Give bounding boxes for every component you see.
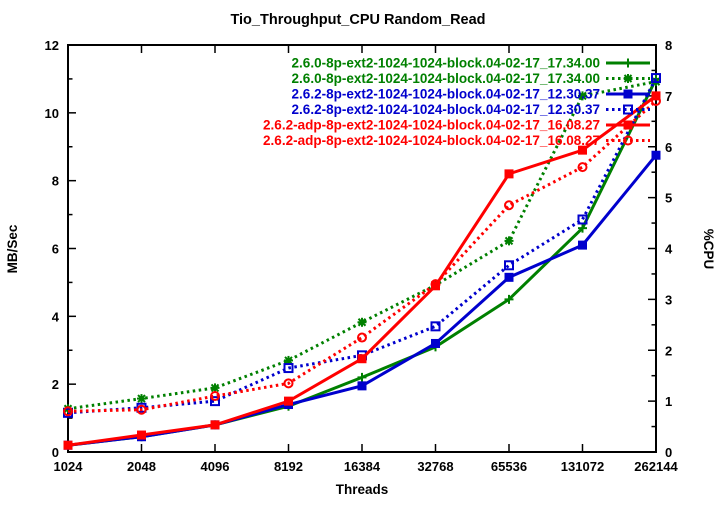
legend-label: 2.6.2-adp-8p-ext2-1024-1024-block.04-02-… [263, 118, 600, 133]
y-tick-label: 0 [52, 445, 59, 460]
series-line-3 [67, 154, 658, 447]
y2-tick-label: 8 [665, 38, 672, 53]
legend-label: 2.6.2-8p-ext2-1024-1024-block.04-02-17_1… [292, 87, 600, 102]
filled-square-marker-icon [578, 145, 587, 155]
y2-axis-label: %CPU [701, 229, 716, 270]
open-circle-marker-icon [357, 332, 367, 343]
y2-tick-label: 6 [665, 140, 672, 155]
plot-border [67, 44, 657, 453]
filled-square-marker-icon [504, 169, 514, 179]
y2-tick-label: 2 [665, 343, 672, 358]
y-tick-label: 8 [52, 174, 59, 189]
filled-square-marker-icon [137, 430, 146, 440]
plot-area: 1024 2048 4096 8192 16384 32768 65536 131072 262… [45, 38, 679, 474]
filled-square-marker-icon [357, 354, 367, 364]
legend-label: 2.6.0-8p-ext2-1024-1024-block.04-02-17_1… [292, 56, 600, 71]
open-square-marker-icon [283, 363, 294, 374]
chart-title: Tio_Throughput_CPU Random_Read [230, 12, 485, 28]
open-square-marker-icon [623, 104, 633, 115]
y2-tick-label: 7 [665, 89, 672, 104]
open-circle-marker-icon [623, 135, 633, 146]
x-tick-label: 131072 [561, 459, 604, 474]
y-axis-label: MB/Sec [5, 224, 20, 273]
x-tick-label: 32768 [417, 459, 453, 474]
x-tick-label: 16384 [344, 459, 381, 474]
filled-square-marker-icon [623, 89, 633, 99]
legend-label: 2.6.0-8p-ext2-1024-1024-block.04-02-17_1… [292, 71, 600, 86]
x-tick-label: 65536 [491, 459, 527, 474]
x-tick-label: 262144 [634, 459, 678, 474]
open-square-marker-icon [504, 260, 514, 271]
open-square-marker-icon [577, 214, 588, 225]
legend-label: 2.6.2-adp-8p-ext2-1024-1024-block.04-02-… [263, 133, 600, 148]
y-tick-label: 6 [52, 242, 59, 257]
x-axis-label: Threads [336, 482, 389, 497]
series-line-6 [67, 99, 658, 413]
open-circle-marker-icon [63, 406, 73, 417]
open-circle-marker-icon [136, 404, 147, 415]
y2-tick-label: 4 [665, 242, 673, 257]
y2-tick-label: 1 [665, 394, 672, 409]
open-square-marker-icon [430, 321, 441, 332]
filled-square-marker-icon [431, 338, 440, 348]
open-circle-marker-icon [504, 200, 514, 211]
filled-square-marker-icon [284, 396, 293, 406]
open-circle-marker-icon [577, 162, 588, 173]
x-tick-label: 1024 [54, 459, 84, 474]
legend-label: 2.6.2-8p-ext2-1024-1024-block.04-02-17_1… [292, 102, 600, 117]
filled-square-marker-icon [651, 91, 661, 101]
y-tick-label: 12 [45, 38, 59, 53]
y-tick-label: 10 [45, 106, 59, 121]
open-circle-marker-icon [651, 95, 661, 106]
y2-tick-label: 5 [665, 191, 672, 206]
filled-square-marker-icon [357, 381, 367, 391]
filled-square-marker-icon [431, 281, 440, 291]
filled-square-marker-icon [504, 272, 514, 282]
open-square-marker-icon [651, 73, 661, 84]
filled-square-marker-icon [623, 120, 633, 130]
y2-tick-label: 3 [665, 292, 672, 307]
open-circle-marker-icon [283, 378, 294, 389]
filled-square-marker-icon [651, 150, 661, 160]
x-tick-label: 8192 [274, 459, 303, 474]
x-tick-label: 2048 [127, 459, 156, 474]
filled-square-marker-icon [210, 420, 220, 430]
y-tick-label: 2 [52, 377, 59, 392]
y2-tick-label: 0 [665, 445, 672, 460]
filled-square-marker-icon [578, 240, 587, 250]
open-square-marker-icon [210, 396, 220, 407]
open-circle-marker-icon [430, 279, 441, 290]
series-line-5 [67, 94, 657, 447]
y-tick-label: 4 [52, 309, 60, 324]
open-circle-marker-icon [210, 391, 220, 402]
x-tick-label: 4096 [201, 459, 230, 474]
filled-square-marker-icon [63, 440, 73, 450]
